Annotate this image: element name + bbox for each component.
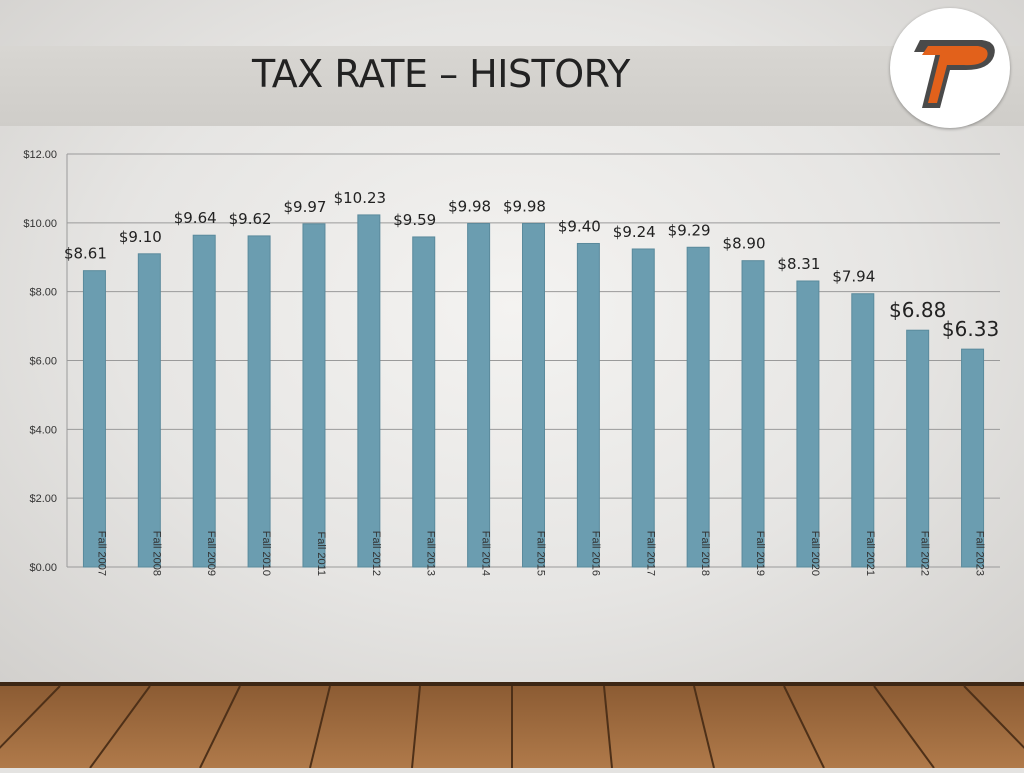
bar: [906, 329, 930, 568]
bar: [82, 270, 106, 568]
x-category-label: Fall 2021: [864, 531, 876, 576]
data-label: $6.88: [889, 298, 946, 322]
bar: [522, 223, 545, 568]
data-label: $9.24: [613, 223, 656, 241]
x-category-label: Fall 2018: [699, 531, 711, 576]
y-tick-label: $8.00: [29, 287, 57, 299]
x-category-label: Fall 2011: [315, 532, 327, 576]
bar: [576, 242, 600, 568]
y-axis-tick-labels: $0.00 $2.00 $4.00 $6.00 $8.00 $10.00 $12.00: [23, 149, 57, 574]
data-label: $9.97: [283, 198, 326, 216]
bar: [192, 234, 216, 568]
data-label: $9.40: [558, 217, 601, 235]
x-category-label: Fall 2014: [480, 531, 492, 576]
y-tick-label: $4.00: [29, 424, 57, 436]
x-category-label: Fall 2016: [589, 531, 601, 576]
x-category-label: Fall 2022: [919, 531, 931, 576]
tax-rate-bar-chart: $0.00 $2.00 $4.00 $6.00 $8.00 $10.00 $12.00 Fa…: [23, 149, 1000, 576]
data-labels: $8.61 $9.10 $9.64 $9.62 $9.97 $10.23 $9.59 $9.9…: [64, 189, 999, 341]
data-label: $8.90: [723, 235, 766, 253]
bar: [686, 246, 710, 568]
x-category-label: Fall 2010: [260, 531, 272, 576]
x-category-label: Fall 2015: [535, 531, 547, 576]
data-label: $9.59: [393, 211, 436, 229]
data-label: $9.64: [174, 209, 217, 227]
x-category-label: Fall 2019: [754, 531, 766, 576]
x-category-label: Fall 2009: [205, 531, 217, 576]
x-category-label: Fall 2008: [150, 531, 162, 576]
title-band: [0, 46, 1024, 126]
bars: [82, 214, 985, 568]
bar: [631, 248, 655, 568]
x-axis-category-labels: Fall 2007 Fall 2008 Fall 2009 Fall 2010 Fall…: [95, 531, 985, 576]
bar: [412, 236, 436, 568]
data-label: $10.23: [334, 189, 387, 207]
wood-floor-decoration: [0, 682, 1024, 769]
data-label: $6.33: [942, 317, 999, 341]
data-label: $7.94: [832, 268, 875, 286]
bar: [796, 280, 820, 568]
bar: [137, 253, 161, 568]
y-tick-label: $6.00: [29, 356, 57, 368]
bar: [247, 235, 271, 568]
slide-title: TAX RATE – HISTORY: [252, 52, 630, 96]
data-label: $8.31: [777, 255, 820, 273]
y-tick-label: $12.00: [23, 149, 57, 161]
y-tick-label: $0.00: [29, 562, 57, 574]
data-label: $9.10: [119, 228, 162, 246]
x-category-label: Fall 2020: [809, 531, 821, 576]
bar: [961, 348, 985, 568]
bar: [467, 223, 491, 568]
y-tick-label: $10.00: [23, 218, 57, 230]
data-label: $9.98: [448, 198, 491, 216]
bar: [741, 260, 765, 568]
x-category-label: Fall 2012: [370, 531, 382, 576]
data-label: $8.61: [64, 245, 107, 263]
y-tick-label: $2.00: [29, 493, 57, 505]
school-logo: P: [890, 8, 1010, 128]
x-category-label: Fall 2013: [425, 531, 437, 576]
bar: [851, 293, 875, 568]
bar: [357, 214, 381, 568]
x-category-label: Fall 2023: [974, 531, 986, 576]
x-category-label: Fall 2017: [644, 531, 656, 576]
x-category-label: Fall 2007: [95, 531, 107, 576]
data-label: $9.29: [668, 221, 711, 239]
data-label: $9.98: [503, 198, 546, 216]
bar: [302, 223, 326, 568]
logo-p-icon: P: [914, 40, 995, 108]
data-label: $9.62: [229, 210, 272, 228]
wood-planks: [0, 682, 1024, 769]
